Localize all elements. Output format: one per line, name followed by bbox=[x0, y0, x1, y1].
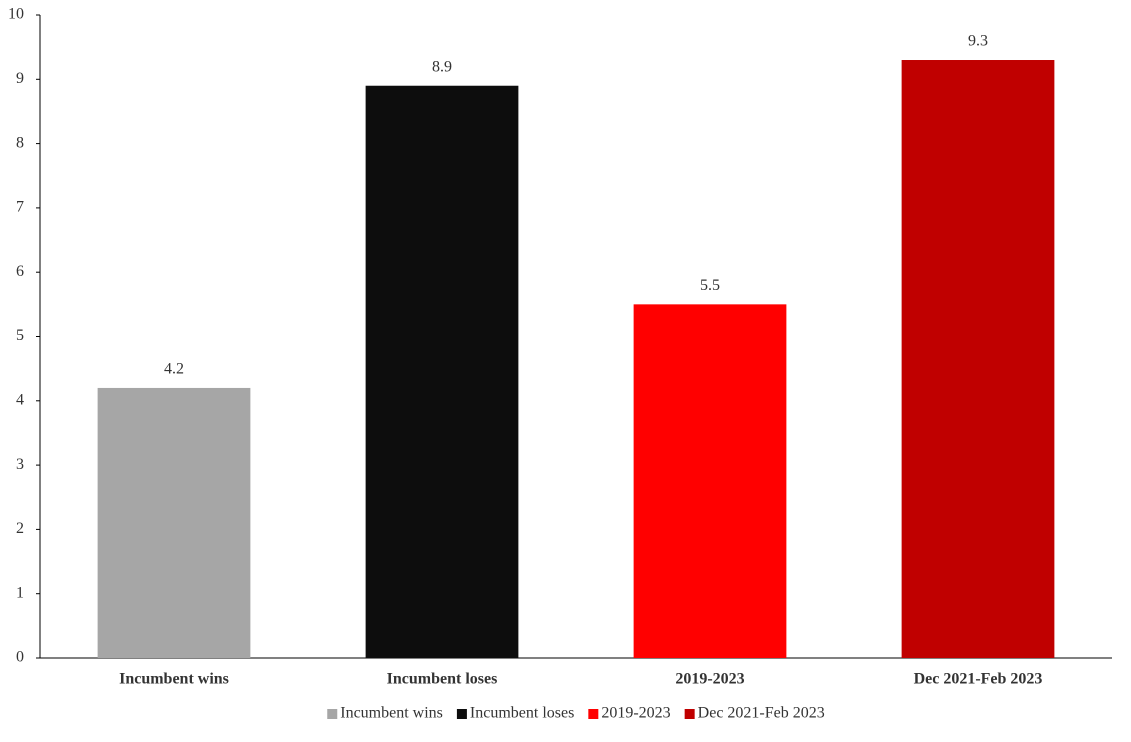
value-label: 8.9 bbox=[432, 58, 452, 75]
bar bbox=[633, 304, 787, 658]
legend-swatch bbox=[327, 709, 338, 719]
x-tick-label: Incumbent wins bbox=[119, 671, 229, 688]
y-tick-label: 6 bbox=[16, 263, 24, 280]
legend-swatch bbox=[684, 709, 695, 719]
bar bbox=[901, 60, 1055, 658]
legend: Incumbent wins Incumbent loses 2019-2023 De… bbox=[327, 705, 825, 722]
y-tick-label: 4 bbox=[16, 391, 24, 408]
y-tick-label: 3 bbox=[16, 456, 24, 473]
legend-swatch bbox=[588, 709, 599, 719]
bar bbox=[97, 387, 251, 658]
x-tick-label: 2019-2023 bbox=[675, 671, 744, 688]
legend-swatch bbox=[456, 709, 467, 719]
x-tick-label: Dec 2021-Feb 2023 bbox=[914, 671, 1043, 688]
legend-label: Incumbent wins bbox=[340, 705, 443, 722]
y-tick-label: 10 bbox=[8, 6, 24, 23]
legend-label: Incumbent loses bbox=[470, 705, 574, 722]
y-tick-label: 2 bbox=[16, 520, 24, 537]
y-tick-label: 8 bbox=[16, 134, 24, 151]
value-label: 5.5 bbox=[700, 277, 720, 294]
x-tick-label: Incumbent loses bbox=[387, 671, 498, 688]
legend-label: 2019-2023 bbox=[601, 705, 670, 722]
value-label: 9.3 bbox=[968, 33, 988, 50]
y-tick-label: 7 bbox=[16, 199, 24, 216]
y-tick-label: 0 bbox=[16, 649, 24, 666]
legend-label: Dec 2021-Feb 2023 bbox=[698, 705, 825, 722]
y-tick-label: 1 bbox=[16, 584, 24, 601]
y-tick-label: 9 bbox=[16, 70, 24, 87]
value-label: 4.2 bbox=[164, 361, 184, 378]
y-tick-label: 5 bbox=[16, 327, 24, 344]
bar bbox=[365, 85, 519, 659]
